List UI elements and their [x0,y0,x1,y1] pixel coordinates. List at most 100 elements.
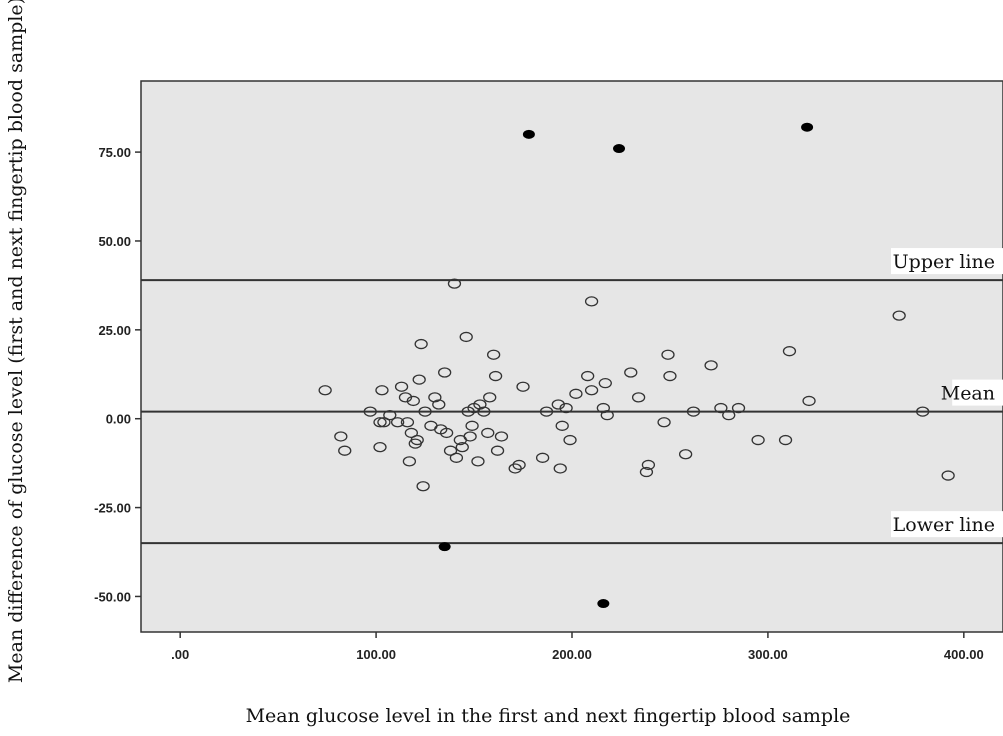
data-point [555,420,569,431]
data-point [686,406,701,417]
data-point [598,378,612,389]
data-point [471,456,485,467]
data-point [613,144,626,154]
data-point [494,431,509,442]
data-point [941,470,955,481]
upper-line-label: Upper line [893,251,995,273]
data-point [400,417,415,428]
data-point [439,427,454,439]
data-point [390,417,405,428]
reference-label-background [891,511,1003,538]
reference-lines [141,279,1003,545]
data-point [418,406,432,417]
data-point [704,360,718,371]
data-point [428,392,442,403]
data-point [438,367,452,378]
data-point [338,445,352,456]
x-tick-label: 400.00 [944,647,984,662]
data-point [373,441,387,453]
y-tick-label: 25.00 [98,323,131,338]
data-point [639,466,654,478]
y-tick-label: 0.00 [106,412,131,427]
data-point [569,388,583,399]
data-point [363,406,377,417]
y-axis-title: Mean difference of glucose level (first … [5,0,27,683]
data-point [402,456,417,467]
data-point [463,431,477,442]
data-point [624,367,638,378]
data-point [596,402,610,414]
data-point [751,434,765,446]
data-point [661,349,675,360]
data-point [581,370,595,382]
data-point [375,385,389,396]
data-point [678,449,693,460]
data-point [483,392,497,403]
y-tick-label: -25.00 [94,501,131,516]
data-point [412,374,426,385]
data-point [563,434,577,446]
data-point [473,399,487,410]
data-point [539,406,554,417]
data-point [377,417,391,428]
data-point [406,395,420,407]
data-point [455,441,469,453]
data-point [641,459,656,471]
mean-line-label: Mean [941,383,995,405]
data-point [438,542,451,552]
data-point [416,481,430,492]
data-point [490,445,505,456]
data-point [443,445,458,456]
data-point [459,331,473,343]
data-point [597,599,610,609]
data-point [404,427,419,439]
data-point [663,370,677,382]
data-point [477,406,491,417]
data-point [535,452,550,463]
data-point [373,417,387,428]
x-tick-label: .00 [171,647,189,662]
data-point [414,338,428,350]
x-tick-label: 300.00 [748,647,788,662]
data-point [916,406,930,417]
y-tick-label: -50.00 [94,589,131,604]
plot-area [140,80,1003,633]
data-point [449,452,464,463]
reference-line-labels: Upper line Mean Lower line [891,248,1003,538]
data-point [782,346,797,357]
data-point [584,385,599,396]
data-point [722,410,736,421]
data-point [657,417,671,428]
y-tick-label: 75.00 [98,145,131,160]
data-point [508,463,522,474]
data-point [801,122,814,132]
lower-line-label: Lower line [893,514,995,536]
x-axis-ticks: .00 100.00 200.00 300.00 400.00 [171,632,984,662]
data-point [778,434,793,446]
open-points [318,278,955,492]
data-point [600,410,614,421]
data-point [334,431,348,442]
outlier-points [438,122,814,609]
data-point [584,296,599,307]
reference-label-background [891,248,1003,275]
data-point [398,392,413,403]
data-point [731,402,746,414]
data-point [486,349,501,360]
data-point [394,381,409,392]
data-point [631,392,646,403]
y-axis-ticks: -50.00 -25.00 0.00 25.00 50.00 75.00 [94,145,141,604]
data-point [551,399,565,410]
data-point [383,410,397,421]
x-axis-title: Mean glucose level in the first and next… [246,705,851,727]
data-point [432,399,446,410]
x-tick-label: 100.00 [356,647,396,662]
data-point [516,381,530,392]
y-tick-label: 50.00 [98,234,131,249]
data-point [714,402,728,414]
data-point [512,459,526,471]
data-point [553,463,567,474]
data-point [447,278,462,289]
data-point [802,395,816,407]
